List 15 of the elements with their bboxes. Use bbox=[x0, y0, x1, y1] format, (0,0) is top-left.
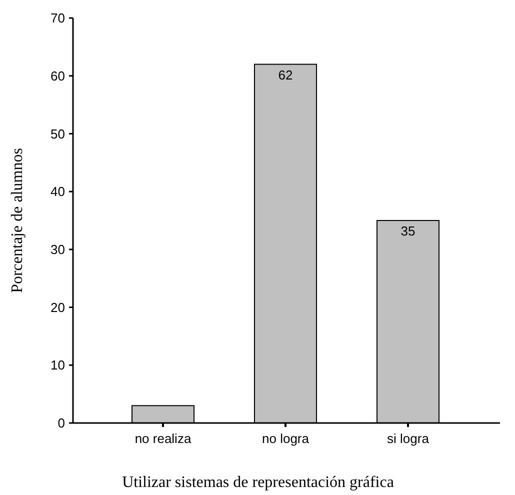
x-axis-title: Utilizar sistemas de representación gráfica bbox=[122, 474, 394, 491]
y-axis-title: Porcentaje de alumnos bbox=[9, 148, 26, 293]
y-tick-label: 10 bbox=[50, 358, 65, 373]
y-tick-label: 50 bbox=[50, 126, 65, 142]
y-tick-label: 60 bbox=[50, 68, 65, 84]
x-tick-label: no logra bbox=[262, 431, 310, 446]
y-tick-label: 40 bbox=[50, 184, 65, 200]
y-tick-label: 30 bbox=[50, 242, 65, 257]
y-tick-label: 70 bbox=[50, 10, 65, 26]
y-tick-label: 0 bbox=[58, 416, 65, 431]
x-tick-label: no realiza bbox=[134, 431, 192, 446]
y-tick-label: 20 bbox=[50, 300, 65, 315]
data-label: 35 bbox=[400, 224, 416, 238]
data-label: 62 bbox=[278, 67, 293, 82]
x-tick-label: si logra bbox=[387, 431, 430, 446]
